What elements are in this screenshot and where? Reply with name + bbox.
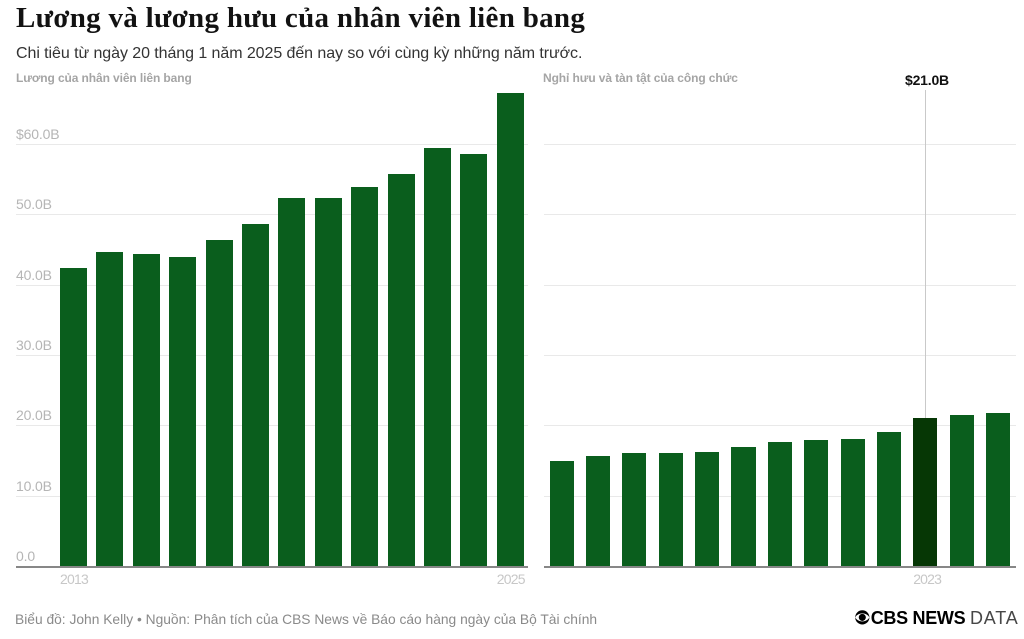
svg-text:CBS NEWS: CBS NEWS xyxy=(871,608,966,628)
svg-text:DATA: DATA xyxy=(970,608,1019,628)
